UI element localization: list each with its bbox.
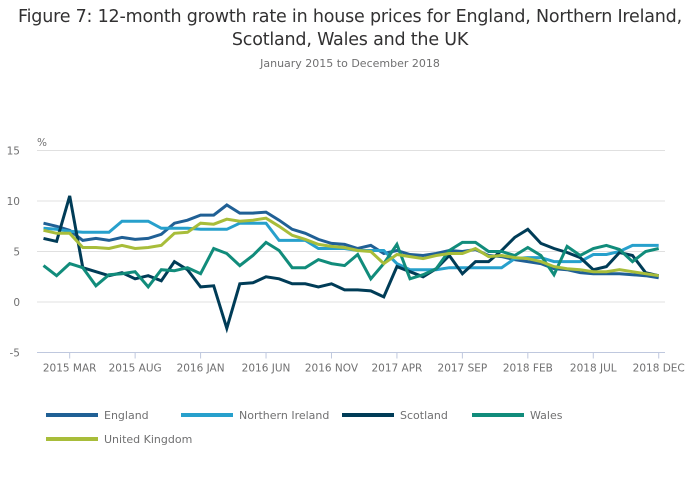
series-line-wales [42,240,660,290]
series-line-scotland [43,195,660,334]
y-axis-unit-label: % [37,137,47,149]
legend-label: Scotland [400,408,448,422]
chart-title: Figure 7: 12-month growth rate in house … [18,7,682,50]
legend-swatch [472,413,524,417]
series-line-united-kingdom [43,216,659,278]
gridlines [37,150,665,303]
y-axis: 15 10 5 0 -5 [7,146,20,360]
legend-item-scotland[interactable]: Scotland [342,405,448,425]
x-tick-label: 2015 MAR [43,363,97,375]
legend-item-england[interactable]: England [46,405,149,425]
legend-item-wales[interactable]: Wales [472,405,562,425]
x-tick-label: 2018 FEB [503,363,553,375]
legend-item-northern-ireland[interactable]: Northern Ireland [181,405,329,425]
legend-label: United Kingdom [104,432,193,446]
legend-swatch [46,437,98,441]
legend-label: Northern Ireland [239,408,330,422]
x-tick-label: 2016 JAN [177,363,225,375]
x-tick-label: 2016 NOV [305,363,359,375]
line-chart: 15 10 5 0 -5 % 2015 MAR 2015 AUG 2016 JAN 2016 … [7,137,685,375]
y-tick-label: 10 [7,196,20,208]
legend-item-united-kingdom[interactable]: United Kingdom [46,429,192,449]
legend-swatch [342,413,394,417]
y-tick-label: 0 [13,297,20,309]
series-lines [42,195,660,334]
x-tick-label: 2018 DEC [633,363,685,375]
x-tick-label: 2016 JUN [242,363,291,375]
y-tick-label: -5 [10,348,20,360]
x-tick-label: 2018 JUL [570,363,617,375]
x-axis: 2015 MAR 2015 AUG 2016 JAN 2016 JUN 2016 NOV… [37,352,685,375]
legend-label: Wales [530,408,563,422]
legend-swatch [181,413,233,417]
chart-subtitle: January 2015 to December 2018 [260,57,440,70]
y-tick-label: 5 [13,247,20,259]
y-tick-label: 15 [7,146,20,158]
series-line-england [43,203,659,280]
legend-swatch [46,413,98,417]
x-tick-label: 2017 APR [371,363,422,375]
x-tick-label: 2015 AUG [109,363,162,375]
legend-label: England [104,408,149,422]
x-tick-label: 2017 SEP [438,363,488,375]
